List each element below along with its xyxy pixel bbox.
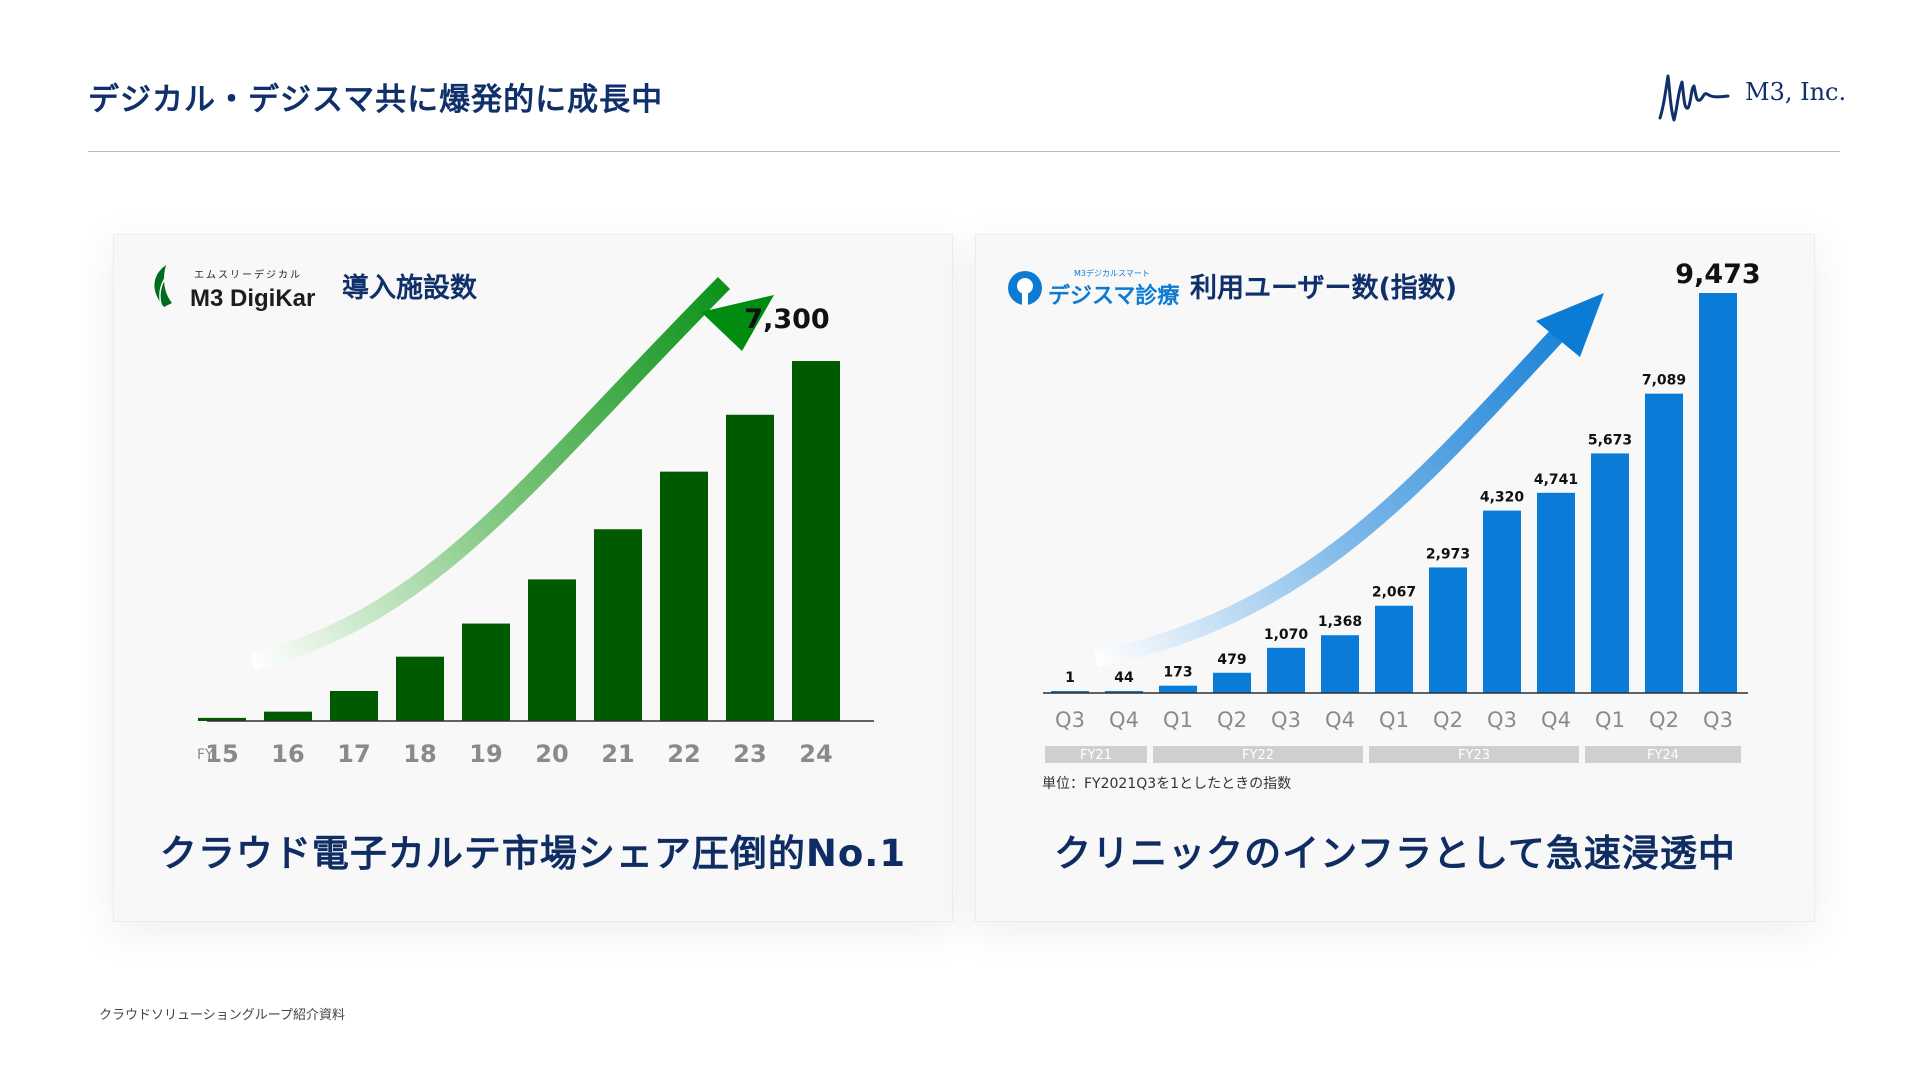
x-tick-label: Q4 [1109,708,1139,732]
digisma-card: M3デジカルスマート デジスマ診療 利用ユーザー数(指数) 1 44 173 479 1… [975,234,1815,922]
bar-fy23 [726,414,774,721]
data-label: 1,070 [1264,627,1309,643]
data-label: 9,473 [1675,259,1760,290]
m3-logo-icon [1658,74,1730,122]
bar-fy20 [528,579,576,721]
digikar-logo-small: エムスリーデジカル [194,268,302,281]
bar-q4 [1537,492,1575,693]
bar-fy17 [330,691,378,721]
digikar-headline: クラウド電子カルテ市場シェア圧倒的No.1 [159,832,907,875]
fy-band-label: FY22 [1242,748,1274,763]
chart-label: 利用ユーザー数(指数) [1190,273,1457,304]
fy-band [1369,746,1579,763]
growth-arrow [1094,309,1583,668]
digikar-leaf-icon [154,265,172,308]
x-tick-label: Q1 [1379,708,1409,732]
x-tick-label: 22 [667,740,700,768]
x-tick-label: Q2 [1433,708,1463,732]
digikar-card: エムスリーデジカル M3 DigiKar 導入施設数 7,300 FY 15 16… [113,234,953,922]
fy-band-label: FY23 [1458,748,1490,763]
data-label: 44 [1114,670,1134,686]
fy-prefix: FY [197,747,214,763]
title-divider [88,151,1840,152]
bar-fy24 [792,361,840,721]
x-tick-label: 20 [535,740,568,768]
digisma-logo-icon [1008,271,1042,305]
x-tick-label: 24 [799,740,832,768]
x-tick-label: 21 [601,740,634,768]
digisma-chart: M3デジカルスマート デジスマ診療 利用ユーザー数(指数) 1 44 173 479 1… [1008,259,1761,792]
digisma-logo-small: M3デジカルスマート [1074,268,1150,278]
digisma-logo-text: デジスマ診療 [1048,283,1179,309]
data-label: 7,089 [1642,373,1686,389]
bar-fy22 [660,471,708,721]
bar-q1 [1159,685,1197,693]
x-tick-label: Q4 [1325,708,1355,732]
index-note: 単位：FY2021Q3を1としたときの指数 [1042,776,1291,792]
digisma-headline: クリニックのインフラとして急速浸透中 [1054,832,1736,875]
bar-fy15 [198,717,246,721]
digikar-logo-text: M3 DigiKar [190,285,315,312]
data-label: 4,320 [1480,490,1525,506]
bar-q2 [1645,393,1683,693]
bar-fy19 [462,623,510,721]
data-label: 173 [1163,665,1192,681]
growth-arrow-head [1536,293,1604,357]
x-tick-label: 23 [733,740,766,768]
x-tick-label: Q1 [1163,708,1193,732]
data-label: 4,741 [1534,472,1578,488]
bar-q3 [1483,510,1521,693]
bar-q2 [1429,567,1467,693]
x-tick-label: Q3 [1055,708,1085,732]
bar-q4 [1105,691,1143,693]
fy-band [1045,746,1147,763]
x-tick-label: Q2 [1217,708,1247,732]
data-label: 2,067 [1372,585,1416,601]
x-tick-label: 18 [403,740,436,768]
x-tick-label: Q2 [1649,708,1679,732]
bar-q4 [1321,635,1359,693]
bar-q2 [1213,672,1251,693]
x-tick-label: Q4 [1541,708,1571,732]
x-tick-label: 17 [337,740,370,768]
data-label: 5,673 [1588,432,1632,448]
growth-arrow-head [701,295,774,351]
growth-arrow [249,277,731,671]
digikar-chart: エムスリーデジカル M3 DigiKar 導入施設数 7,300 FY 15 16… [154,265,874,768]
page-title: デジカル・デジスマ共に爆発的に成長中 [88,82,664,118]
x-tick-label: Q3 [1487,708,1517,732]
x-tick-label: Q3 [1703,708,1733,732]
x-tick-label: 15 [205,740,238,768]
fy-band [1153,746,1363,763]
fy-band [1585,746,1741,763]
x-tick-label: Q3 [1271,708,1301,732]
bar-q3 [1699,293,1737,693]
data-label: 2,973 [1426,546,1470,562]
bar-fy18 [396,656,444,721]
footer-text: クラウドソリューショングループ紹介資料 [99,1008,345,1023]
bar-q1 [1375,605,1413,693]
annotation-7300: 7,300 [744,304,829,335]
x-tick-label: 16 [271,740,304,768]
chart-label: 導入施設数 [342,272,478,304]
bar-fy21 [594,529,642,721]
bar-fy16 [264,711,312,721]
bar-q3 [1051,691,1089,693]
fy-band-label: FY21 [1080,748,1112,763]
fy-band-label: FY24 [1647,748,1679,763]
company-name: M3, Inc. [1745,78,1847,106]
x-tick-label: 19 [469,740,502,768]
data-label: 479 [1217,652,1246,668]
bar-q3 [1267,647,1305,693]
bar-q1 [1591,453,1629,693]
data-label: 1,368 [1318,614,1362,630]
data-label: 1 [1065,670,1075,686]
x-tick-label: Q1 [1595,708,1625,732]
